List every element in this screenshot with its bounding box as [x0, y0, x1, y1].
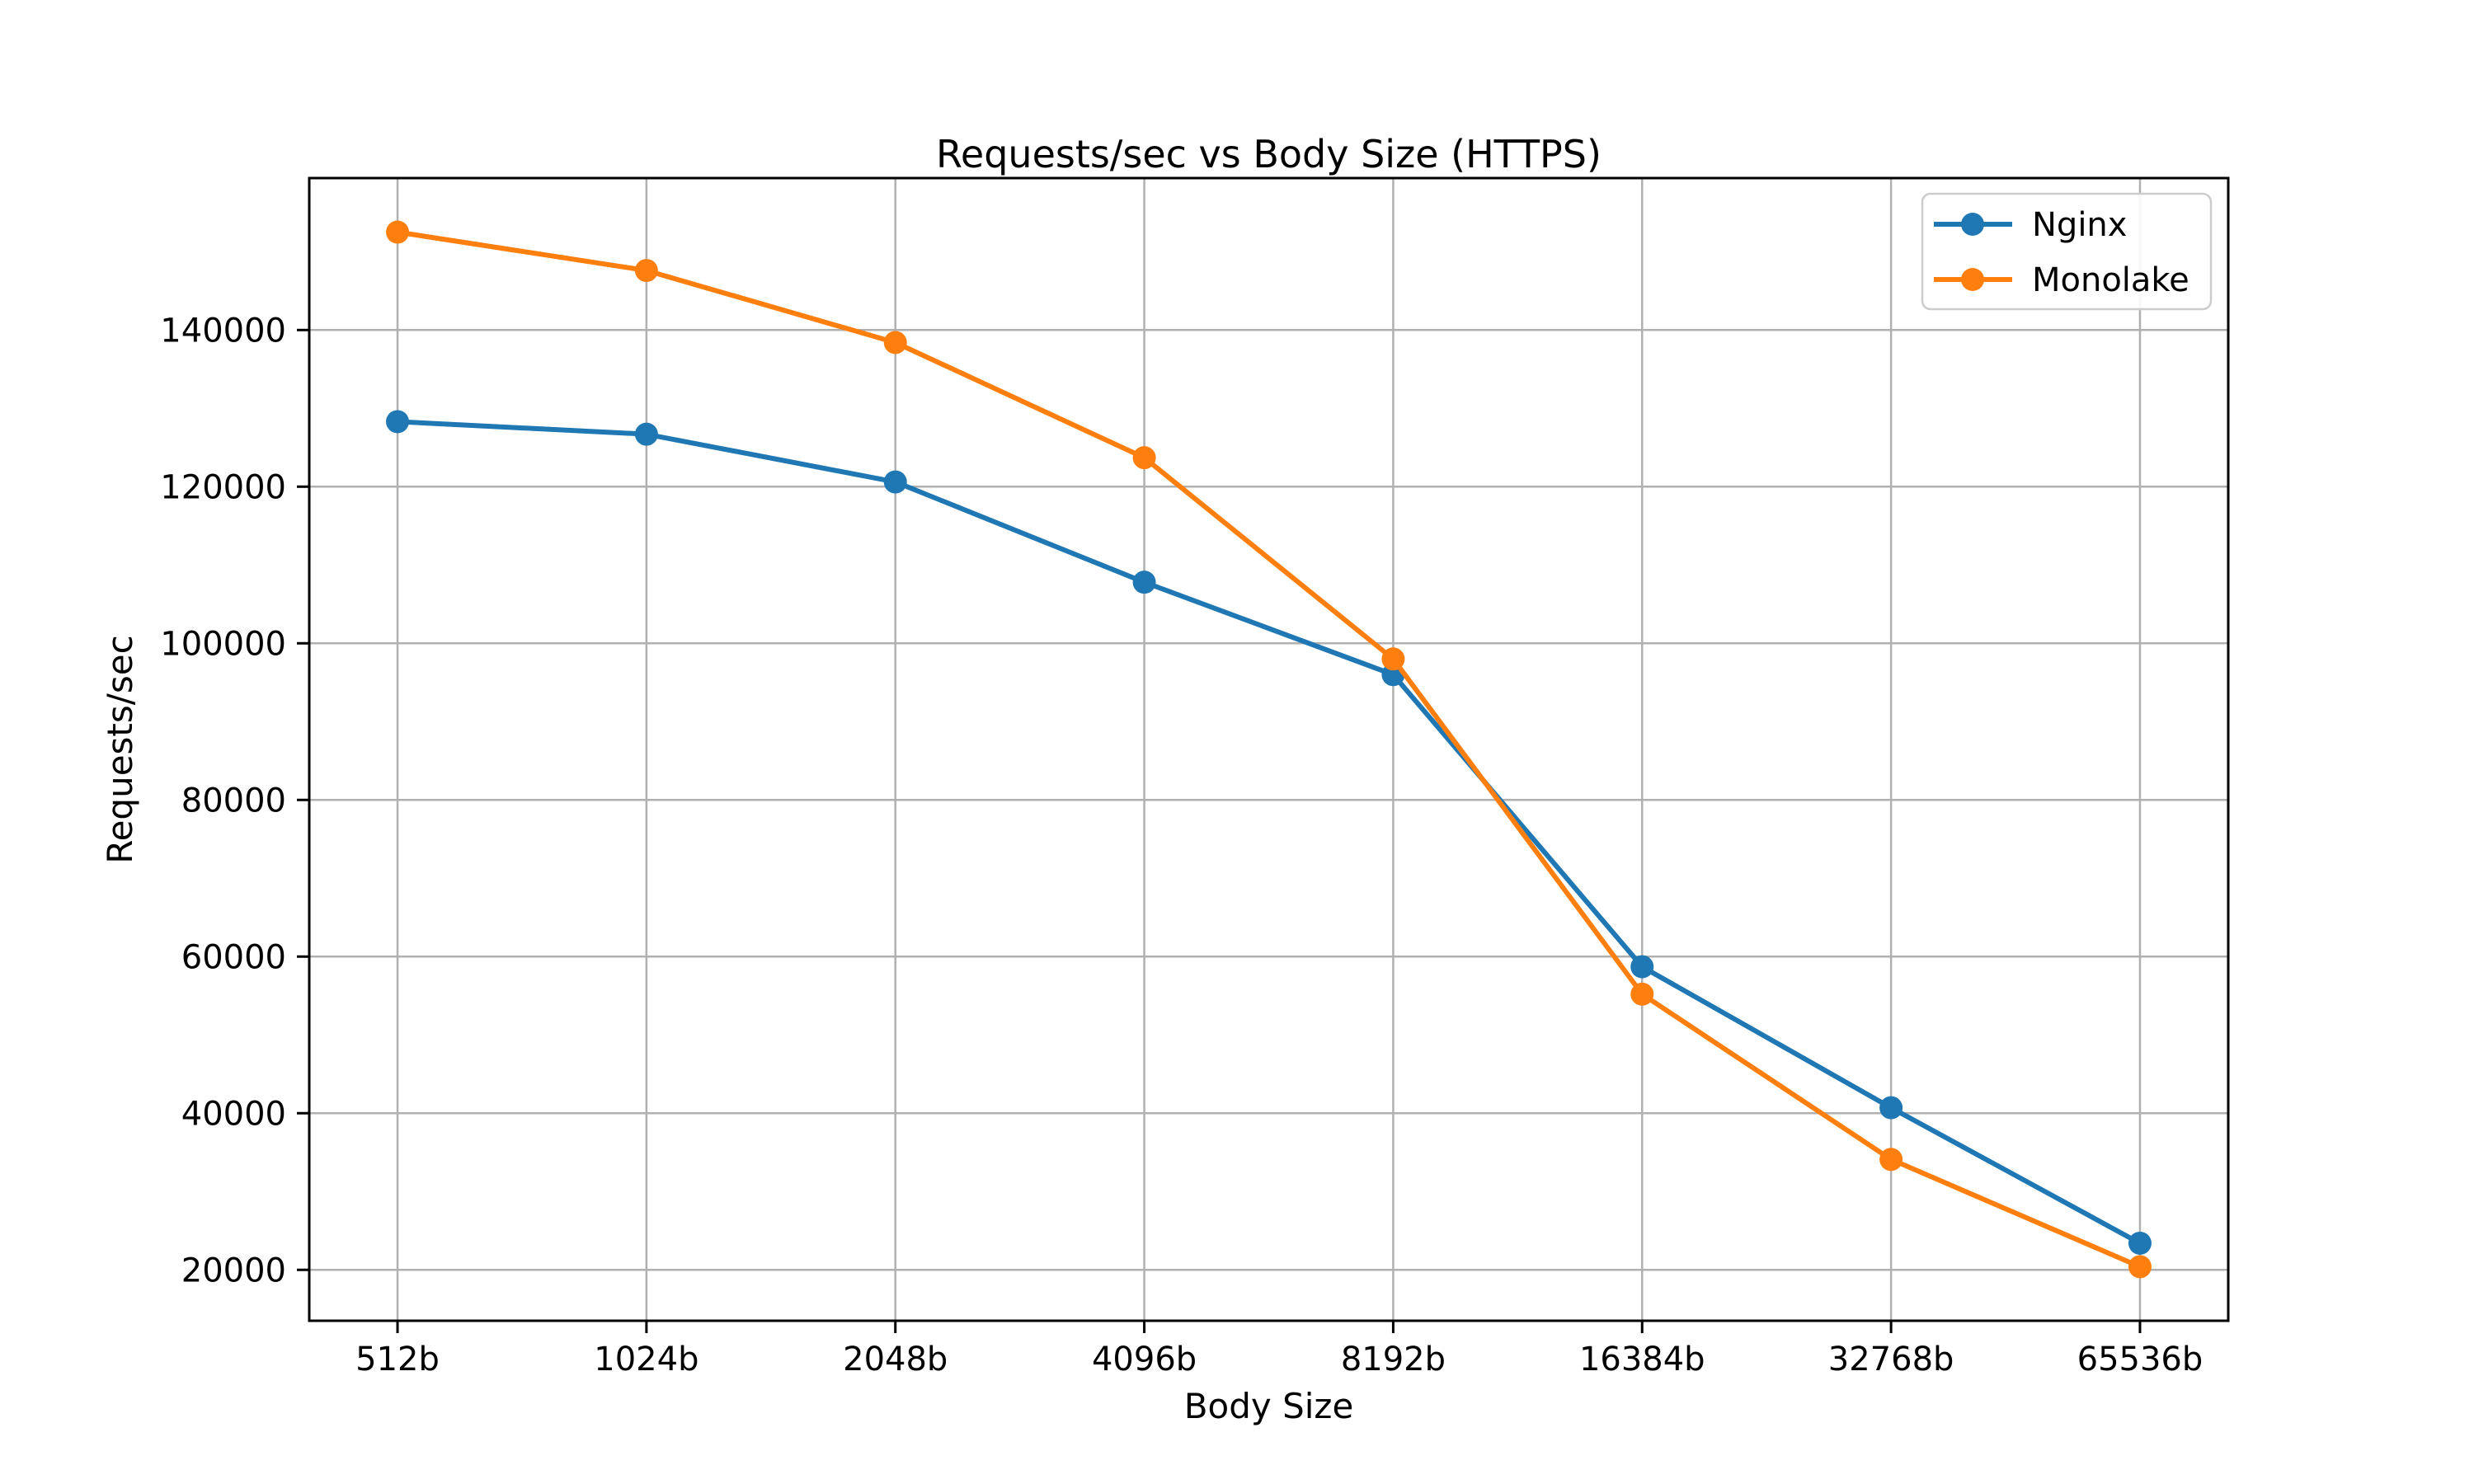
- monolake-data-point-marker: [883, 331, 907, 355]
- nginx-data-point-marker: [883, 470, 907, 494]
- legend-entry: Monolake: [1934, 261, 2189, 299]
- legend-marker-sample: [1961, 268, 1984, 291]
- monolake-data-point-marker: [2128, 1255, 2152, 1279]
- nginx-data-point-marker: [1132, 571, 1156, 594]
- y-tick-label: 100000: [160, 625, 286, 663]
- x-tick-label: 65536b: [2077, 1341, 2204, 1378]
- nginx-data-point-marker: [2128, 1231, 2152, 1255]
- legend-label: Monolake: [2032, 261, 2189, 299]
- axes-spine: [308, 176, 2230, 1322]
- nginx-data-point-marker: [1879, 1096, 1903, 1120]
- x-tick-label: 8192b: [1341, 1341, 1446, 1378]
- x-tick-label: 1024b: [594, 1341, 698, 1378]
- monolake-data-point-marker: [1879, 1148, 1903, 1172]
- y-tick-label: 140000: [160, 312, 286, 350]
- y-tick-label: 120000: [160, 468, 286, 506]
- legend-label: Nginx: [2032, 206, 2127, 244]
- x-tick-label: 4096b: [1092, 1341, 1197, 1378]
- y-axis-label: Requests/sec: [100, 635, 140, 863]
- x-tick-label: 2048b: [843, 1341, 948, 1378]
- y-tick-label: 20000: [181, 1252, 286, 1289]
- legend: Nginx Monolake: [1921, 192, 2213, 311]
- nginx-data-point-marker: [386, 410, 410, 434]
- x-tick-label: 16384b: [1579, 1341, 1705, 1378]
- monolake-line: [397, 229, 2142, 1270]
- nginx-line: [397, 419, 2142, 1246]
- nginx-data-point-marker: [634, 422, 658, 446]
- legend-marker-sample: [1961, 213, 1984, 236]
- monolake-data-point-marker: [1630, 982, 1654, 1006]
- legend-entry: Nginx: [1934, 206, 2127, 244]
- monolake-data-point-marker: [386, 220, 410, 244]
- y-tick-label: 80000: [181, 782, 286, 819]
- nginx-data-point-marker: [1630, 955, 1654, 979]
- plot-background: [309, 178, 2228, 1321]
- y-tick-label: 40000: [181, 1095, 286, 1133]
- chart-title: Requests/sec vs Body Size (HTTPS): [936, 132, 1602, 176]
- y-tick-label: 60000: [181, 938, 286, 976]
- x-tick-label: 512b: [355, 1341, 440, 1378]
- x-tick-label: 32768b: [1828, 1341, 1954, 1378]
- monolake-data-point-marker: [1132, 446, 1156, 470]
- x-axis-label: Body Size: [1184, 1386, 1354, 1426]
- monolake-data-point-marker: [634, 259, 658, 283]
- monolake-data-point-marker: [1381, 647, 1405, 671]
